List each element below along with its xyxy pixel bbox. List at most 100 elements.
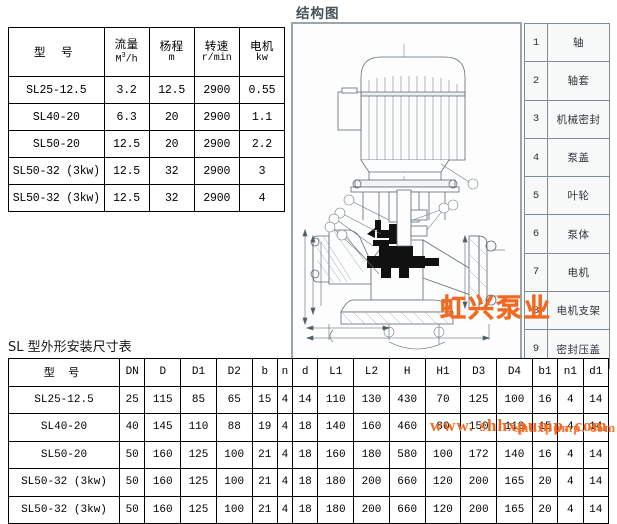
dim-header-d1: d1 (582, 358, 610, 387)
page-title: 结构图 (296, 6, 340, 22)
perf-cell-speed: 2900 (193, 76, 240, 104)
legend-row: 4 泵盖 (524, 137, 610, 178)
perf-cell-model: SL50-20 (8, 130, 105, 158)
perf-cell-speed: 2900 (193, 157, 240, 185)
dim-cell-b: 21 (251, 468, 278, 497)
dim-cell-n1: 4 (557, 385, 584, 414)
dim-cell-d: 160 (144, 468, 182, 497)
dim-cell-model: SL25-12.5 (8, 385, 120, 414)
perf-cell-head: 32 (148, 184, 195, 212)
dim-cell-d1: 85 (180, 385, 217, 414)
legend-row: 6 泵体 (524, 214, 610, 254)
dim-cell-n: 4 (276, 468, 294, 497)
table-row: SL50-32 (3kw) 12.5 32 2900 3 (8, 157, 286, 185)
legend-index: 3 (524, 99, 548, 139)
dim-cell-d1: 14 (582, 495, 610, 524)
dim-header-model: 型 号 (8, 358, 120, 387)
dim-cell-h: 660 (388, 468, 426, 497)
dim-cell-b1: 16 (531, 440, 559, 469)
dim-cell-dn: 50 (118, 468, 146, 497)
pump-structure-diagram (291, 22, 522, 364)
table-row: SL25-12.5 25 115 85 65 15 4 14 110 130 430 70 125 100… (8, 385, 610, 414)
perf-header-power: 电机 kw (238, 27, 286, 77)
legend-part-name: 泵体 (547, 214, 610, 254)
dim-cell-d1: 110 (180, 413, 217, 442)
dim-cell-d: 18 (291, 468, 319, 497)
dim-cell-b: 21 (251, 440, 278, 469)
table-row: SL50-32 (3kw) 12.5 32 2900 4 (8, 184, 286, 212)
legend-index: 4 (524, 137, 548, 178)
dim-cell-n: 4 (276, 385, 294, 414)
dim-cell-dn: 50 (118, 440, 146, 469)
perf-cell-flow: 12.5 (103, 157, 150, 185)
dim-cell-dn: 40 (118, 413, 146, 442)
table-row: SL50-20 12.5 20 2900 2.2 (8, 130, 286, 158)
dim-cell-l2: 180 (353, 440, 390, 469)
legend-index: 1 (524, 22, 548, 63)
perf-cell-head: 12.5 (148, 76, 195, 104)
dim-cell-b: 19 (251, 413, 278, 442)
perf-cell-flow: 12.5 (103, 130, 150, 158)
legend-index: 2 (524, 61, 548, 101)
dim-header-b1: b1 (531, 358, 559, 387)
legend-part-name: 轴 (547, 22, 610, 63)
parts-legend-table: 1 轴 2 轴套 3 机械密封 4 泵盖 5 叶轮 6 泵体 7 电机 8 电机支架 9 密封压盖 (524, 22, 610, 369)
dim-cell-l1: 180 (317, 468, 355, 497)
perf-header-flow: 流量 M3/h (103, 27, 150, 77)
legend-index: 7 (524, 252, 548, 293)
dim-cell-d4: 140 (496, 440, 533, 469)
dim-header-l2: L2 (353, 358, 390, 387)
dim-cell-dn: 50 (118, 495, 146, 524)
dim-cell-d4: 100 (496, 385, 533, 414)
legend-index: 6 (524, 214, 548, 254)
dim-cell-h1: 120 (424, 495, 462, 524)
table-header-row: 型 号 DN D D1 D2 b n d L1 L2 H H1 D3 D4 b1 n1 d1 (8, 358, 610, 387)
dim-cell-b: 21 (251, 495, 278, 524)
dim-cell-model: SL50-32 (3kw) (8, 495, 120, 524)
dim-cell-n1: 4 (557, 440, 584, 469)
dim-cell-n1: 4 (557, 413, 584, 442)
dim-cell-l1: 140 (317, 413, 355, 442)
dim-cell-h: 460 (388, 413, 426, 442)
dim-header-dn: DN (118, 358, 146, 387)
dim-cell-d: 145 (144, 413, 182, 442)
dim-cell-n1: 4 (557, 495, 584, 524)
dim-cell-n: 4 (276, 440, 294, 469)
legend-row: 2 轴套 (524, 61, 610, 101)
dim-cell-model: SL50-32 (3kw) (8, 468, 120, 497)
dim-cell-model: SL50-20 (8, 440, 120, 469)
legend-part-name: 轴套 (547, 61, 610, 101)
dim-cell-h1: 100 (424, 440, 462, 469)
perf-cell-head: 20 (148, 103, 195, 131)
dim-cell-n: 4 (276, 495, 294, 524)
dim-cell-d2: 100 (215, 468, 253, 497)
dim-cell-h: 430 (388, 385, 426, 414)
table-row: SL25-12.5 3.2 12.5 2900 0.55 (8, 76, 286, 104)
perf-cell-power: 1.1 (238, 103, 286, 131)
dim-cell-d1: 14 (582, 440, 610, 469)
unit-flow: M3/h (115, 51, 138, 66)
dim-cell-d: 115 (144, 385, 182, 414)
table-row: SL40-20 6.3 20 2900 1.1 (8, 103, 286, 131)
dim-cell-n: 4 (276, 413, 294, 442)
perf-header-speed: 转速 r/min (193, 27, 240, 77)
dim-cell-l1: 180 (317, 495, 355, 524)
dim-cell-d4: 165 (496, 495, 533, 524)
dim-cell-model: SL40-20 (8, 413, 120, 442)
dim-cell-d3: 172 (460, 440, 498, 469)
dim-cell-h: 660 (388, 495, 426, 524)
dim-header-n: n (276, 358, 294, 387)
dim-cell-d1: 125 (180, 495, 217, 524)
dim-header-d2: D2 (215, 358, 253, 387)
perf-cell-model: SL40-20 (8, 103, 105, 131)
dim-cell-l1: 110 (317, 385, 355, 414)
dim-cell-d2: 100 (215, 495, 253, 524)
perf-cell-model: SL50-32 (3kw) (8, 157, 105, 185)
dim-cell-d: 160 (144, 495, 182, 524)
dim-cell-d1: 125 (180, 468, 217, 497)
dim-cell-d2: 65 (215, 385, 253, 414)
dim-cell-d: 14 (291, 385, 319, 414)
dimension-table-title: SL 型外形安装尺寸表 (8, 340, 132, 355)
dim-header-d: D (144, 358, 182, 387)
